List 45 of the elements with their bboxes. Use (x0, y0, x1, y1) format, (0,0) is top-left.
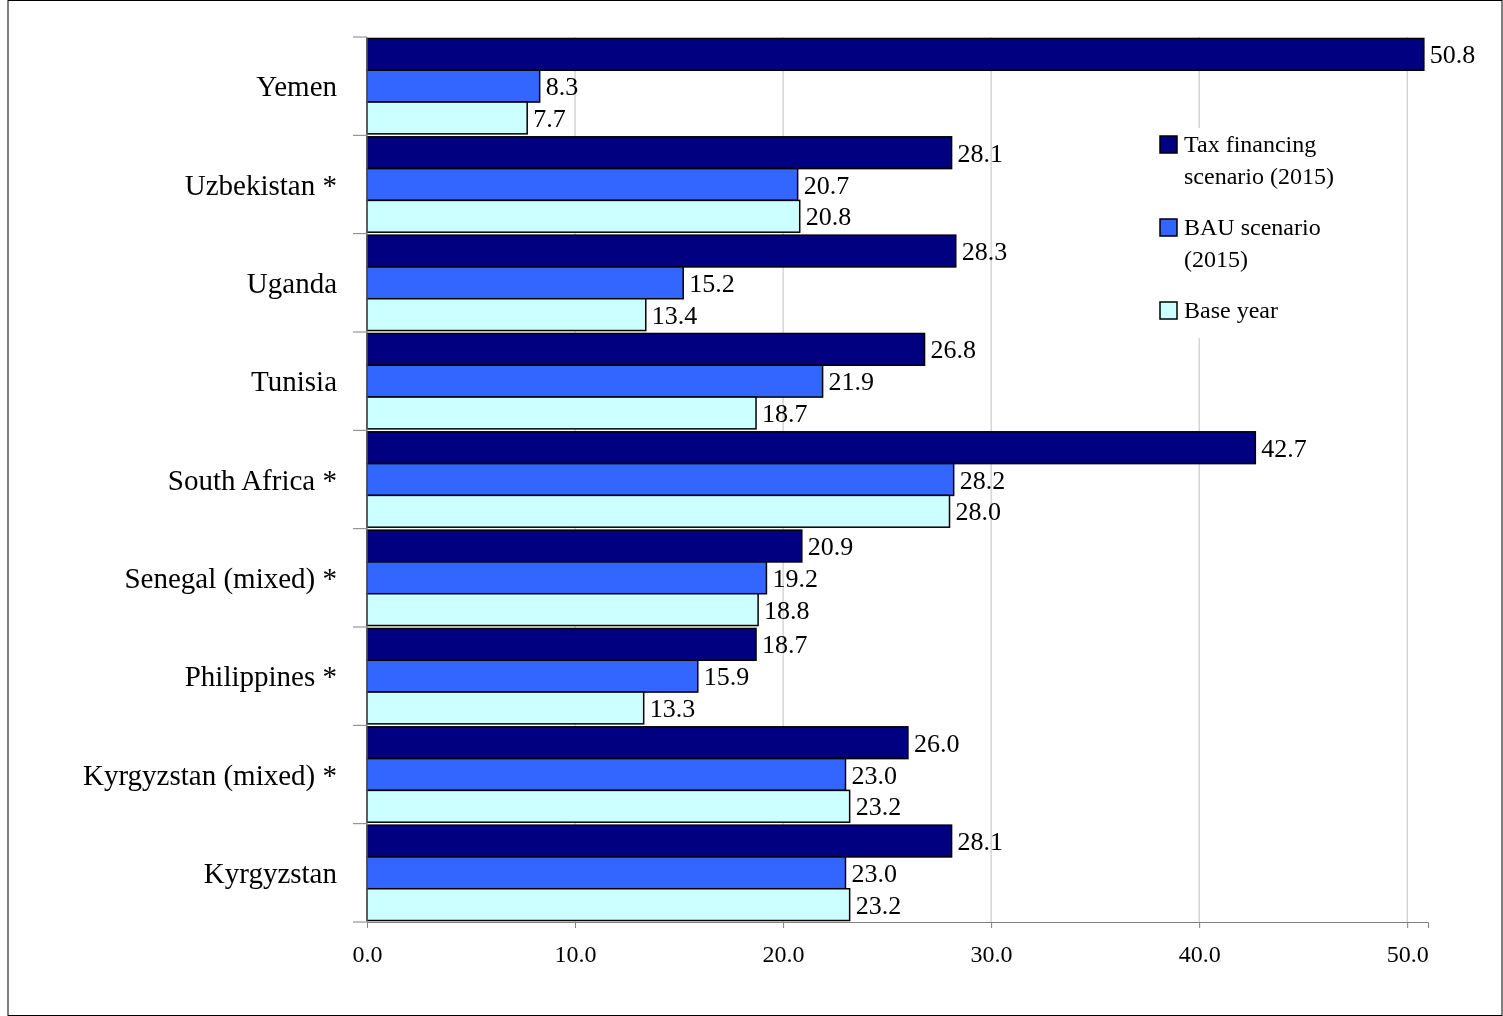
y-tick-label: South Africa * (167, 463, 337, 496)
data-label: 23.2 (855, 792, 902, 822)
data-label: 23.2 (855, 890, 902, 920)
legend-label: BAU scenario (2015) (1184, 214, 1321, 272)
data-label: 26.0 (913, 728, 960, 758)
data-label: 8.3 (545, 72, 579, 102)
data-label: 13.3 (649, 694, 696, 724)
y-tick-label: Uganda (246, 266, 338, 299)
y-tick-label: Tunisia (251, 365, 338, 398)
y-tick-label: Yemen (256, 70, 338, 103)
data-label: 13.4 (651, 300, 698, 330)
data-label: 28.2 (959, 465, 1006, 495)
data-label: 18.7 (762, 399, 808, 429)
x-tick-label: 40.0 (1178, 941, 1221, 968)
data-label: 19.2 (772, 563, 818, 593)
data-label: 21.9 (828, 367, 875, 397)
y-tick-label: Uzbekistan * (184, 168, 337, 201)
y-tick-label: Kyrgyzstan (mixed) * (83, 758, 337, 792)
data-label: 28.0 (955, 497, 1002, 527)
x-tick-label: 0.0 (352, 941, 383, 968)
data-label: 20.8 (805, 202, 852, 232)
x-tick-label: 10.0 (554, 941, 597, 968)
y-tick-label: Philippines * (184, 660, 337, 693)
x-tick-label: 20.0 (762, 941, 805, 968)
data-label: 23.0 (851, 858, 897, 888)
data-label: 28.1 (957, 827, 1004, 857)
data-label: 20.7 (803, 170, 850, 200)
data-label: 18.7 (762, 630, 808, 660)
data-label: 15.9 (703, 662, 750, 692)
y-tick-label: Kyrgyzstan (203, 856, 338, 889)
data-label: 26.8 (930, 335, 977, 365)
data-label: 50.8 (1429, 40, 1476, 70)
y-tick-label: Senegal (mixed) * (124, 561, 337, 595)
legend-label: Base year (1184, 297, 1278, 324)
data-label: 15.2 (689, 268, 735, 298)
data-label: 20.9 (807, 532, 854, 562)
data-label: 28.3 (961, 237, 1008, 267)
data-label: 23.0 (851, 760, 897, 790)
x-tick-label: 30.0 (970, 941, 1013, 968)
data-label: 28.1 (957, 138, 1004, 168)
data-label: 18.8 (764, 595, 810, 625)
data-label: 42.7 (1261, 433, 1307, 463)
data-label: 7.7 (533, 104, 566, 134)
legend-label: Tax financing scenario (2015) (1184, 131, 1334, 189)
x-tick-label: 50.0 (1386, 941, 1429, 968)
